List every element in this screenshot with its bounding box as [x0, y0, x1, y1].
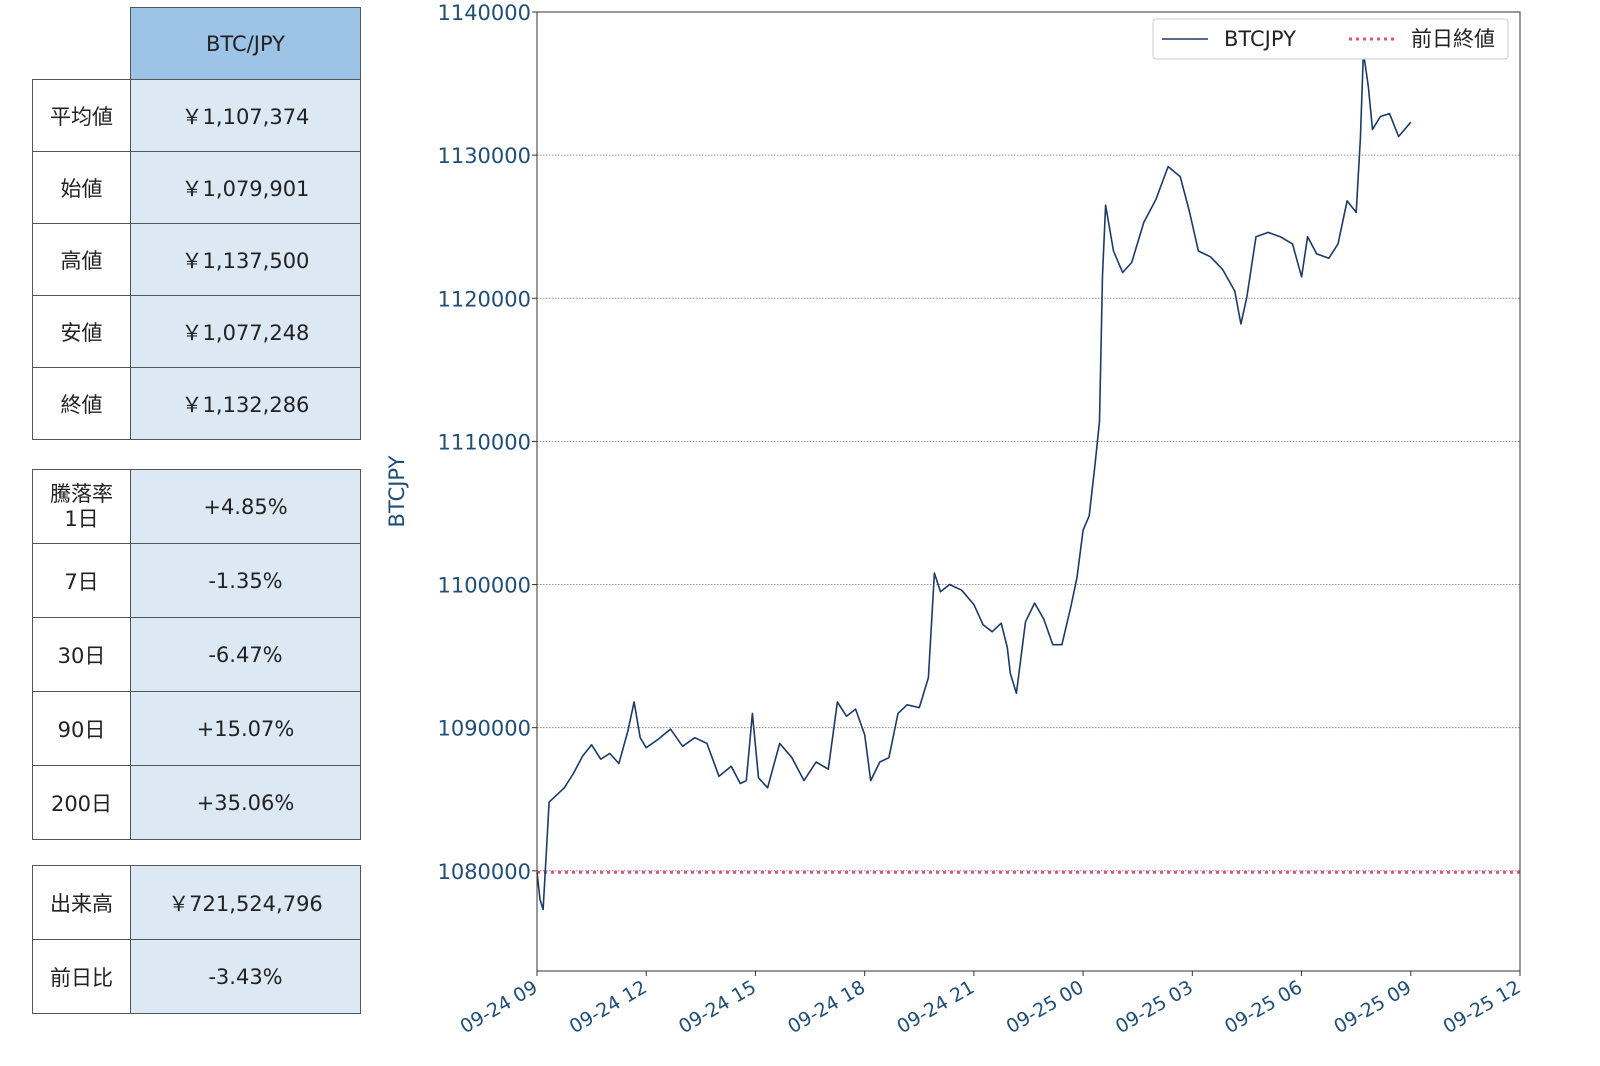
legend-box: [1152, 18, 1509, 60]
row-label: 始値: [32, 151, 131, 224]
row-value: +4.85%: [130, 469, 361, 544]
y-tick-label: 1080000: [437, 860, 531, 884]
table-row: 始値 ￥1,079,901: [32, 151, 361, 224]
change-rate-table: 騰落率 1日 +4.85% 7日 -1.35% 30日 -6.47% 90日 +…: [32, 469, 361, 840]
pair-header: BTC/JPY: [130, 7, 361, 80]
y-axis-label: BTCJPY: [385, 455, 409, 527]
row-value: +15.07%: [130, 691, 361, 766]
x-tick-label: 09-24 12: [566, 976, 651, 1038]
x-tick-label: 09-25 12: [1440, 976, 1525, 1038]
row-label: 騰落率 1日: [32, 469, 131, 544]
x-tick-label: 09-24 21: [893, 976, 978, 1038]
x-tick-label: 09-24 15: [675, 976, 760, 1038]
row-label: 終値: [32, 367, 131, 440]
y-tick-label: 1130000: [437, 144, 531, 168]
table-row: 7日 -1.35%: [32, 543, 361, 618]
row-label: 出来高: [32, 865, 131, 940]
table-row: 安値 ￥1,077,248: [32, 295, 361, 368]
row-label: 90日: [32, 691, 131, 766]
x-tick-label: 09-24 09: [457, 976, 542, 1038]
y-axis: 1080000 1090000 1100000 1110000 1120000 11300…: [437, 1, 537, 884]
row-value: ￥1,079,901: [130, 151, 361, 224]
x-tick-label: 09-25 00: [1003, 976, 1088, 1038]
row-label: 前日比: [32, 939, 131, 1014]
table-row: 30日 -6.47%: [32, 617, 361, 692]
table-row: 出来高 ￥721,524,796: [32, 865, 361, 940]
legend: BTCJPY 前日終値: [1152, 18, 1509, 60]
y-tick-label: 1120000: [437, 287, 531, 311]
row-label: 安値: [32, 295, 131, 368]
x-tick-label: 09-25 03: [1112, 976, 1197, 1038]
y-tick-label: 1110000: [437, 430, 531, 454]
table-header-row: BTC/JPY: [33, 7, 361, 80]
row-label: 高値: [32, 223, 131, 296]
y-tick-label: 1100000: [437, 574, 531, 598]
row-value: ￥1,137,500: [130, 223, 361, 296]
row-value: +35.06%: [130, 765, 361, 840]
x-tick-label: 09-25 06: [1221, 976, 1306, 1038]
price-stats-table: BTC/JPY 平均値 ￥1,107,374 始値 ￥1,079,901 高値 …: [32, 7, 361, 440]
row-value: -3.43%: [130, 939, 361, 1014]
row-value: ￥1,132,286: [130, 367, 361, 440]
x-tick-label: 09-24 18: [784, 976, 869, 1038]
row-value: -1.35%: [130, 543, 361, 618]
table-row: 高値 ￥1,137,500: [32, 223, 361, 296]
row-label-text: 1日: [64, 506, 99, 531]
table-row: 200日 +35.06%: [32, 765, 361, 840]
y-tick-label: 1140000: [437, 1, 531, 25]
legend-label-btcjpy: BTCJPY: [1224, 27, 1296, 51]
btcjpy-series-line: [536, 51, 1412, 911]
table-row: 終値 ￥1,132,286: [32, 367, 361, 440]
table-row: 前日比 -3.43%: [32, 939, 361, 1014]
volume-table: 出来高 ￥721,524,796 前日比 -3.43%: [32, 865, 361, 1014]
y-grid: [537, 11, 1520, 872]
table-row: 騰落率 1日 +4.85%: [32, 469, 361, 544]
x-axis: 09-24 09 09-24 12 09-24 15 09-24 18 09-24 21…: [457, 971, 1525, 1038]
table-row: 90日 +15.07%: [32, 691, 361, 766]
legend-label-prev-close: 前日終値: [1411, 27, 1495, 51]
row-label: 200日: [32, 765, 131, 840]
x-tick-label: 09-25 09: [1330, 976, 1415, 1038]
change-title: 騰落率: [50, 481, 113, 506]
plot-area-frame: [536, 11, 1521, 972]
row-value: ￥1,077,248: [130, 295, 361, 368]
row-value: -6.47%: [130, 617, 361, 692]
y-tick-label: 1090000: [437, 717, 531, 741]
